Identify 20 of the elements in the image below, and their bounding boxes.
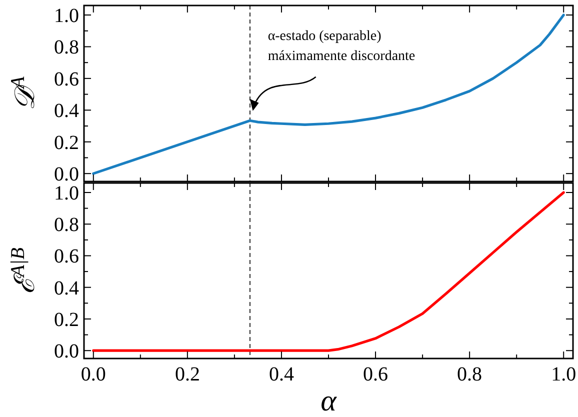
y-tick-label: 0.8 [54, 214, 79, 236]
x-tick-label: 0.8 [457, 364, 482, 386]
y-tick-label: 0.6 [54, 246, 79, 268]
x-tick-label: 0.6 [363, 364, 388, 386]
y-tick-label: 0.0 [54, 340, 79, 363]
y-tick-label: 0.2 [54, 308, 79, 331]
x-tick-label: 1.0 [551, 364, 576, 386]
y-tick-label: 0.4 [54, 277, 79, 300]
y-tick-label: 0.4 [54, 100, 79, 122]
x-tick-label: 0.2 [174, 364, 200, 386]
y-tick-label: 0.8 [54, 36, 79, 59]
y-tick-label: 0.6 [54, 68, 79, 90]
line-series [92, 191, 565, 352]
annotation: α-estado (separable) máximamente discordante [268, 28, 416, 64]
x-tick-label: 0.0 [80, 364, 106, 386]
x-axis-title: α [320, 384, 338, 417]
x-tick-label: 0.4 [268, 364, 294, 386]
y-tick-label: 1.0 [54, 5, 79, 28]
y-tick-label: 0.2 [54, 132, 79, 154]
line-series [92, 14, 565, 175]
